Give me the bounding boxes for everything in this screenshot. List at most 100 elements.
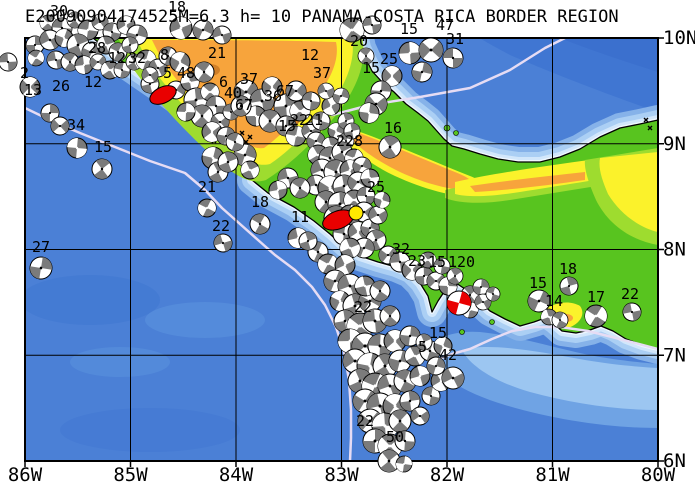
focal-mechanism-center-dot bbox=[383, 364, 387, 368]
focal-mechanism bbox=[197, 198, 217, 218]
focal-mechanism-center-dot bbox=[211, 156, 215, 160]
focal-mechanism-center-dot bbox=[224, 134, 228, 138]
magnitude-label: 5 bbox=[163, 64, 172, 82]
magnitude-label: 37 bbox=[240, 70, 258, 88]
magnitude-label: 22 bbox=[356, 412, 374, 430]
magnitude-label: 50 bbox=[386, 428, 404, 446]
pacific-light-patch bbox=[70, 347, 170, 377]
focal-mechanism-center-dot bbox=[104, 43, 108, 47]
magnitude-label: 14 bbox=[545, 292, 563, 310]
focal-mechanism-center-dot bbox=[403, 379, 407, 383]
axis-ticks bbox=[24, 37, 664, 467]
x-axis-label: 80W bbox=[641, 464, 676, 486]
magnitude-label: 21 bbox=[198, 178, 216, 196]
focal-mechanism bbox=[394, 430, 416, 452]
focal-mechanism bbox=[91, 158, 113, 180]
focal-mechanism-center-dot bbox=[28, 85, 32, 89]
focal-mechanism-center-dot bbox=[441, 344, 445, 348]
magnitude-label: 28 bbox=[88, 39, 106, 57]
magnitude-label: 40 bbox=[224, 84, 242, 102]
magnitude-label: 18 bbox=[559, 260, 577, 278]
focal-mechanism-center-dot bbox=[451, 56, 455, 60]
magnitude-label: 15 bbox=[400, 20, 418, 38]
focal-mechanism-center-dot bbox=[446, 284, 450, 288]
magnitude-label: 13 bbox=[24, 81, 42, 99]
focal-mechanism-center-dot bbox=[202, 70, 206, 74]
focal-mechanism-center-dot bbox=[306, 239, 310, 243]
focal-mechanism-center-dot bbox=[348, 168, 352, 172]
focal-mechanism-center-dot bbox=[403, 463, 405, 465]
focal-mechanism-center-dot bbox=[367, 111, 371, 115]
magnitude-label: 31 bbox=[446, 30, 464, 48]
focal-mechanism bbox=[217, 151, 239, 173]
focal-mechanism-center-dot bbox=[345, 140, 347, 142]
station-mark bbox=[239, 130, 245, 136]
focal-mechanism bbox=[66, 11, 84, 29]
focal-mechanism bbox=[369, 280, 391, 302]
map-title: E20090904174525M=6.3 h= 10 PANAMA-COSTA … bbox=[25, 7, 619, 27]
magnitude-label: 120 bbox=[448, 253, 475, 271]
focal-mechanism-center-dot bbox=[340, 150, 344, 154]
focal-mechanism bbox=[378, 135, 402, 159]
focal-mechanism bbox=[395, 455, 413, 473]
focal-mechanism-center-dot bbox=[408, 51, 412, 55]
pacific-deep-patch bbox=[25, 275, 160, 325]
magnitude-label: 67 bbox=[276, 82, 294, 100]
focal-mechanism bbox=[0, 52, 18, 72]
focal-mechanism-center-dot bbox=[567, 284, 571, 288]
magnitude-label: 32 bbox=[392, 240, 410, 258]
focal-mechanism bbox=[225, 132, 245, 152]
x-axis-label: 84W bbox=[219, 464, 254, 486]
focal-mechanism-center-dot bbox=[294, 89, 298, 93]
focal-mechanism-center-dot bbox=[218, 120, 222, 124]
focal-mechanism-center-dot bbox=[334, 170, 338, 174]
focal-mechanism-center-dot bbox=[418, 414, 422, 418]
focal-mechanism bbox=[169, 16, 193, 40]
focal-mechanism-center-dot bbox=[97, 61, 99, 63]
axis-labels: 86W 85W 84W 83W 82W 81W 80W 10N 9N 8N 7N 6N bbox=[8, 27, 695, 486]
y-axis-label: 7N bbox=[663, 344, 686, 366]
focal-mechanism bbox=[339, 17, 365, 43]
magnitude-label: 22 bbox=[290, 111, 308, 129]
focal-mechanism bbox=[339, 237, 361, 259]
y-axis-label: 10N bbox=[663, 27, 695, 49]
focal-mechanism-center-dot bbox=[350, 28, 354, 32]
focal-mechanism-center-dot bbox=[342, 184, 346, 188]
focal-mechanism bbox=[362, 15, 382, 35]
focal-mechanism-center-dot bbox=[188, 80, 192, 84]
focal-mechanism bbox=[29, 256, 53, 280]
focal-mechanism bbox=[141, 66, 159, 84]
focal-mechanism-center-dot bbox=[248, 168, 252, 172]
focal-mechanism bbox=[261, 76, 283, 98]
focal-mechanism bbox=[311, 111, 331, 131]
magnitude-label: 36 bbox=[264, 87, 282, 105]
focal-mechanism bbox=[258, 109, 282, 133]
magnitude-label: 47 bbox=[436, 16, 454, 34]
focal-mechanism-center-dot bbox=[427, 259, 429, 261]
magnitude-label: 20 bbox=[350, 32, 368, 50]
focal-mechanism-center-dot bbox=[454, 275, 456, 277]
focal-mechanism-center-dot bbox=[74, 19, 76, 21]
focal-mechanism-center-dot bbox=[386, 253, 390, 257]
focal-mechanism-center-dot bbox=[363, 399, 367, 403]
focal-mechanism-center-dot bbox=[39, 266, 43, 270]
focal-mechanism-center-dot bbox=[260, 99, 264, 103]
focal-mechanism-center-dot bbox=[358, 379, 362, 383]
y-axis-label: 6N bbox=[663, 450, 686, 472]
highlight-red-mechanism bbox=[149, 85, 177, 105]
focal-mechanism-center-dot bbox=[179, 26, 183, 30]
focal-mechanism bbox=[332, 87, 350, 105]
focal-mechanism-center-dot bbox=[378, 404, 382, 408]
focal-mechanism-center-dot bbox=[408, 334, 412, 338]
focal-mechanism-center-dot bbox=[284, 124, 288, 128]
focal-mechanism bbox=[379, 305, 401, 327]
focal-mechanism-center-dot bbox=[351, 130, 353, 132]
focal-mechanism-center-dot bbox=[156, 66, 160, 70]
focal-mechanism bbox=[418, 37, 444, 63]
focal-mechanism-center-dot bbox=[244, 90, 248, 94]
focal-mechanism-center-dot bbox=[296, 236, 300, 240]
focal-mechanism-center-dot bbox=[393, 339, 397, 343]
x-axis-label: 82W bbox=[430, 464, 465, 486]
